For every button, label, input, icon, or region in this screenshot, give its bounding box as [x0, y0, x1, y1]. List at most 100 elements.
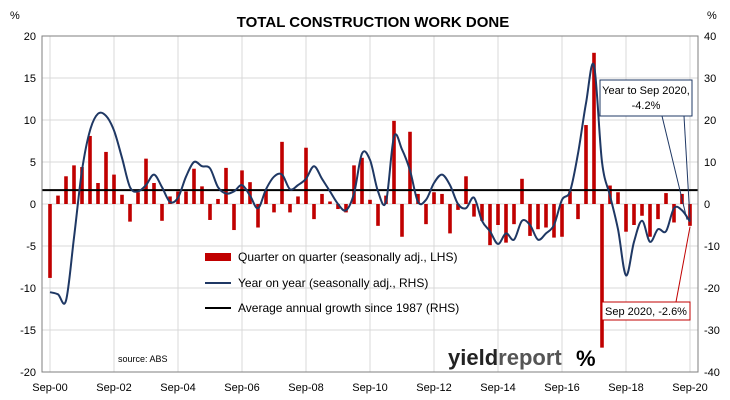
- qoq-bar: [472, 204, 476, 217]
- qoq-bar: [160, 204, 164, 221]
- qoq-bar: [192, 168, 196, 204]
- legend: Quarter on quarter (seasonally adj., LHS…: [205, 250, 459, 315]
- left-tick-label: -15: [20, 325, 36, 337]
- x-tick-label: Sep-00: [32, 382, 67, 394]
- legend-label-bar: Quarter on quarter (seasonally adj., LHS…: [238, 250, 457, 264]
- x-axis-ticks: Sep-00 Sep-02 Sep-04 Sep-06 Sep-08 Sep-10 Sep-…: [32, 382, 707, 394]
- right-tick-label: 40: [704, 31, 716, 43]
- x-tick-label: Sep-18: [608, 382, 643, 394]
- qoq-bar: [392, 120, 396, 204]
- qoq-bar: [664, 193, 668, 204]
- svg-text:yieldreport: yieldreport: [448, 345, 562, 370]
- right-axis-ticks: 40 30 20 10 0 -10 -20 -30 -40: [704, 31, 720, 379]
- qoq-bar: [456, 204, 460, 210]
- qoq-bar: [352, 165, 356, 204]
- yoy-callout-text: -4.2%: [632, 100, 661, 112]
- qoq-bar: [632, 204, 636, 225]
- qoq-bar: [576, 204, 580, 220]
- x-tick-label: Sep-14: [480, 382, 515, 394]
- qoq-bar: [96, 183, 100, 204]
- qoq-bar: [552, 204, 556, 238]
- qoq-bar: [616, 192, 620, 204]
- qoq-bar: [224, 167, 228, 204]
- legend-label-line: Year on year (seasonally adj., RHS): [238, 276, 428, 290]
- yieldreport-logo: yieldreport %: [448, 345, 596, 371]
- x-tick-label: Sep-04: [160, 382, 195, 394]
- qoq-bar: [56, 195, 60, 204]
- qoq-bar: [488, 204, 492, 246]
- qoq-bar: [400, 204, 404, 237]
- qoq-bar: [248, 182, 252, 204]
- left-tick-label: 20: [24, 31, 36, 43]
- left-tick-label: 10: [24, 115, 36, 127]
- qoq-bar: [296, 196, 300, 204]
- right-tick-label: 10: [704, 157, 716, 169]
- qoq-bar: [136, 192, 140, 204]
- qoq-bar: [496, 204, 500, 225]
- qoq-bar: [272, 204, 276, 213]
- legend-label-average: Average annual growth since 1987 (RHS): [238, 301, 459, 315]
- right-axis-unit: %: [707, 10, 717, 22]
- logo-percent-icon: %: [576, 346, 596, 371]
- qoq-bar: [232, 204, 236, 231]
- qoq-bar: [304, 147, 308, 204]
- yoy-callout-text: Year to Sep 2020,: [602, 85, 690, 97]
- left-axis-ticks: 20 15 10 5 0 -5 -10 -15 -20: [20, 31, 36, 379]
- qoq-bar: [320, 193, 324, 204]
- qoq-callout-pointer: [675, 226, 691, 303]
- left-tick-label: -20: [20, 367, 36, 379]
- qoq-bar: [656, 204, 660, 220]
- qoq-callout-text: Sep 2020, -2.6%: [605, 306, 687, 318]
- qoq-bar: [336, 204, 340, 210]
- yoy-callout-box: [599, 79, 693, 117]
- qoq-bar: [424, 204, 428, 225]
- qoq-bar: [184, 191, 188, 204]
- qoq-bar: [200, 186, 204, 204]
- qoq-bar: [648, 204, 652, 237]
- qoq-bar: [672, 204, 676, 223]
- yoy-line: [49, 62, 691, 305]
- qoq-bar: [128, 204, 132, 222]
- chart-title: TOTAL CONSTRUCTION WORK DONE: [237, 14, 510, 31]
- qoq-bar: [592, 52, 596, 204]
- yoy-series-line: [49, 62, 691, 305]
- qoq-bar: [264, 190, 268, 204]
- left-axis-unit: %: [10, 10, 20, 22]
- yoy-callout-pointer: [683, 115, 691, 220]
- x-tick-label: Sep-12: [416, 382, 451, 394]
- qoq-bar: [416, 193, 420, 204]
- qoq-bar: [448, 204, 452, 234]
- qoq-bar: [288, 204, 292, 213]
- x-tick-label: Sep-06: [224, 382, 259, 394]
- qoq-bar: [120, 194, 124, 204]
- qoq-bar: [368, 199, 372, 204]
- x-tick-label: Sep-10: [352, 382, 387, 394]
- right-tick-label: -30: [704, 325, 720, 337]
- plot-frame: [41, 35, 699, 373]
- qoq-bar: [152, 183, 156, 204]
- qoq-bar: [208, 204, 212, 220]
- right-tick-label: -10: [704, 241, 720, 253]
- qoq-bar: [376, 204, 380, 226]
- right-tick-label: -40: [704, 367, 720, 379]
- qoq-bar: [168, 196, 172, 204]
- qoq-bar: [344, 204, 348, 213]
- right-tick-label: 30: [704, 73, 716, 85]
- qoq-bar: [640, 204, 644, 216]
- qoq-bar: [360, 157, 364, 204]
- qoq-bar: [432, 192, 436, 204]
- qoq-bar: [240, 170, 244, 204]
- x-tick-label: Sep-20: [672, 382, 707, 394]
- x-tick-label: Sep-02: [96, 382, 131, 394]
- annotations: Year to Sep 2020, -4.2% Sep 2020, -2.6%: [599, 79, 693, 321]
- qoq-bar: [544, 204, 548, 228]
- qoq-bar: [568, 191, 572, 204]
- left-tick-label: -10: [20, 283, 36, 295]
- right-tick-label: 0: [704, 199, 710, 211]
- qoq-bar: [520, 178, 524, 204]
- qoq-bar: [440, 193, 444, 204]
- qoq-bar: [624, 204, 628, 232]
- right-tick-label: -20: [704, 283, 720, 295]
- qoq-bar: [280, 141, 284, 204]
